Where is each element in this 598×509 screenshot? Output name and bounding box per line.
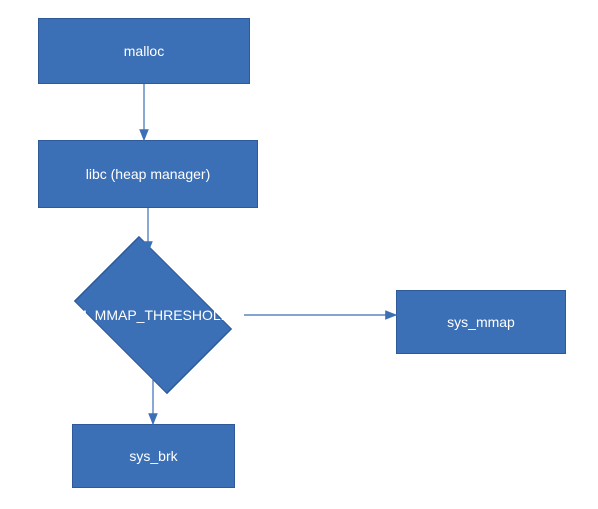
- node-sys-brk: sys_brk: [72, 424, 235, 488]
- node-threshold-label: M_MMAP_THRESHOLD: [60, 250, 246, 380]
- node-malloc-label: malloc: [124, 42, 164, 60]
- node-libc: libc (heap manager): [38, 140, 258, 208]
- node-malloc: malloc: [38, 18, 250, 84]
- node-sys-mmap: sys_mmap: [396, 290, 566, 354]
- node-libc-label: libc (heap manager): [86, 165, 211, 183]
- node-sys-brk-label: sys_brk: [129, 447, 177, 465]
- node-threshold: M_MMAP_THRESHOLD: [60, 250, 246, 380]
- node-sys-mmap-label: sys_mmap: [447, 313, 515, 331]
